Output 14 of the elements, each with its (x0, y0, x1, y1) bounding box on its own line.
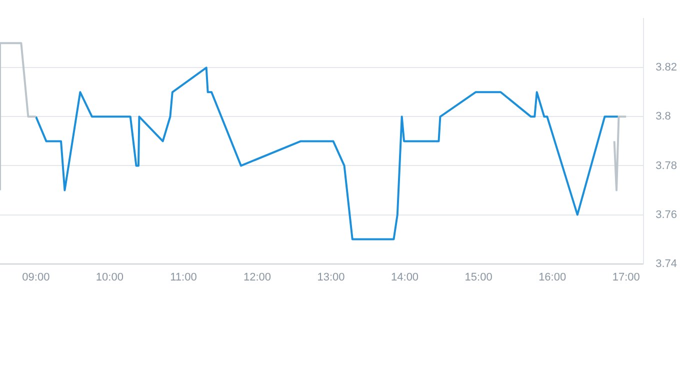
x-tick-label: 17:00 (612, 271, 640, 284)
y-tick-label: 3.82 (656, 62, 678, 74)
y-tick-label: 3.78 (656, 160, 678, 172)
y-tick-label: 3.8 (656, 110, 671, 123)
x-tick-label: 15:00 (464, 271, 492, 284)
x-tick-label: 14:00 (391, 271, 419, 284)
x-tick-label: 09:00 (22, 271, 50, 284)
y-tick-label: 3.76 (656, 208, 678, 221)
x-tick-label: 16:00 (538, 271, 566, 284)
y-tick-label: 3.74 (656, 258, 678, 270)
x-tick-label: 11:00 (170, 271, 197, 284)
x-tick-label: 13:00 (317, 271, 345, 284)
x-tick-label: 10:00 (96, 271, 124, 284)
x-tick-label: 12:00 (243, 271, 272, 284)
